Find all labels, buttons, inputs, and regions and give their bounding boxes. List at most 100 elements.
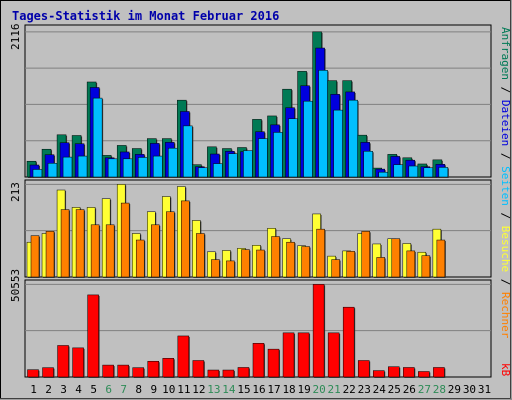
bar-seiten-day-5 xyxy=(92,97,103,178)
bar-rechner-day-18 xyxy=(286,241,295,278)
chart-panels: 2116 213 50553 xyxy=(9,24,492,378)
bar-rechner-day-10 xyxy=(166,211,175,278)
bar-rechner-day-13 xyxy=(211,259,220,278)
bar-rechner-day-14 xyxy=(226,260,235,278)
svg-text:Anfragen / Dateien / Seiten /: Anfragen / Dateien / Seiten / Besuche / … xyxy=(499,27,512,339)
legend-besuche: Besuche xyxy=(499,226,512,272)
x-tick-label: 17 xyxy=(267,383,280,396)
bar-kb-day-12 xyxy=(192,360,205,378)
panel-bottom-ymax-label: 50553 xyxy=(9,269,22,302)
bar-seiten-day-18 xyxy=(288,118,298,178)
bar-seiten-day-3 xyxy=(62,156,73,178)
x-tick-label: 8 xyxy=(135,383,142,396)
legend-kb: kB xyxy=(499,363,512,377)
x-tick-label: 16 xyxy=(252,383,265,396)
legend-separator: / xyxy=(499,146,512,166)
bar-seiten-day-23 xyxy=(363,151,373,178)
bar-seiten-day-25 xyxy=(393,164,404,178)
x-tick-label: 18 xyxy=(282,383,295,396)
x-tick-label: 22 xyxy=(343,383,356,396)
x-tick-label: 30 xyxy=(463,383,476,396)
x-tick-label: 25 xyxy=(388,383,401,396)
legend-bottom: kB xyxy=(499,363,512,377)
legend-rechner: Rechner xyxy=(499,292,512,339)
bar-rechner-day-25 xyxy=(391,238,401,278)
bar-rechner-day-16 xyxy=(256,249,265,278)
x-tick-label: 28 xyxy=(433,383,446,396)
bar-seiten-day-2 xyxy=(47,163,58,178)
bar-seiten-day-4 xyxy=(77,155,88,178)
panel-bottom-background xyxy=(24,279,492,378)
bar-rechner-day-28 xyxy=(436,239,446,278)
bar-rechner-day-11 xyxy=(181,200,190,278)
x-tick-label: 27 xyxy=(418,383,431,396)
x-tick-label: 20 xyxy=(313,383,326,396)
bar-kb-day-9 xyxy=(147,360,160,378)
bar-kb-day-22 xyxy=(342,306,355,378)
bar-kb-day-10 xyxy=(162,358,175,378)
panel-middle-bars xyxy=(26,184,446,278)
bar-rechner-day-6 xyxy=(105,224,115,278)
bar-kb-day-25 xyxy=(388,366,400,378)
bar-kb-day-6 xyxy=(102,364,114,378)
bar-rechner-day-17 xyxy=(271,236,280,278)
bar-seiten-day-24 xyxy=(378,171,388,178)
legend-anfragen: Anfragen xyxy=(499,27,512,80)
x-tick-label: 23 xyxy=(358,383,371,396)
bar-rechner-day-26 xyxy=(406,250,416,278)
bar-rechner-day-5 xyxy=(90,224,100,278)
bar-seiten-day-21 xyxy=(333,109,343,178)
bar-kb-day-7 xyxy=(117,364,129,378)
x-tick-label: 10 xyxy=(162,383,175,396)
x-tick-label: 29 xyxy=(448,383,461,396)
panel-top: 2116 xyxy=(9,24,492,179)
x-tick-label: 5 xyxy=(90,383,97,396)
legend-separator: / xyxy=(499,206,512,226)
bar-kb-day-15 xyxy=(237,367,250,378)
x-tick-label: 3 xyxy=(60,383,67,396)
x-tick-label: 14 xyxy=(222,383,236,396)
panel-top-ymax-label: 2116 xyxy=(9,24,22,51)
chart-title: Tages-Statistik im Monat Februar 2016 xyxy=(12,9,279,23)
x-axis-labels: 1 2 3 4 5 6 7 8 9 10 11 12 13 14 15 16 17 18 19 20 21 22 23 24 2… xyxy=(30,383,491,396)
x-tick-label: 4 xyxy=(75,383,82,396)
x-tick-label: 7 xyxy=(120,383,127,396)
x-tick-label: 11 xyxy=(177,383,190,396)
panel-top-bars xyxy=(26,31,449,179)
bar-kb-day-28 xyxy=(433,367,445,378)
bar-rechner-day-4 xyxy=(75,209,85,278)
bar-rechner-day-3 xyxy=(60,209,70,278)
bar-rechner-day-19 xyxy=(301,246,310,278)
x-tick-label: 2 xyxy=(45,383,52,396)
bar-seiten-day-15 xyxy=(243,150,253,178)
x-tick-label: 31 xyxy=(478,383,491,396)
panel-middle: 213 xyxy=(9,179,492,278)
bar-kb-day-20 xyxy=(312,284,325,378)
bar-kb-day-4 xyxy=(72,347,84,378)
bar-rechner-day-7 xyxy=(120,202,130,278)
legend-top: Anfragen / Dateien / Seiten / Besuche / … xyxy=(499,27,512,339)
bar-rechner-day-27 xyxy=(421,255,431,278)
x-tick-label: 12 xyxy=(192,383,205,396)
legend-seiten: Seiten xyxy=(499,166,512,206)
legend-dateien: Dateien xyxy=(499,100,512,146)
bar-rechner-day-22 xyxy=(346,251,355,278)
bar-kb-day-11 xyxy=(177,335,190,378)
bar-seiten-day-17 xyxy=(273,132,283,178)
bar-seiten-day-22 xyxy=(348,99,358,178)
bar-kb-day-3 xyxy=(57,345,69,378)
panel-bottom-bars xyxy=(27,284,446,378)
bar-kb-day-8 xyxy=(132,367,144,378)
bar-rechner-day-8 xyxy=(135,239,145,278)
bar-rechner-day-23 xyxy=(361,231,370,278)
bar-kb-day-23 xyxy=(357,360,370,378)
bar-seiten-day-19 xyxy=(303,100,313,178)
bar-seiten-day-28 xyxy=(438,167,449,178)
bar-rechner-day-21 xyxy=(331,259,340,278)
bar-kb-day-2 xyxy=(42,367,54,378)
bar-seiten-day-13 xyxy=(213,163,223,178)
bar-kb-day-27 xyxy=(418,371,430,378)
bar-rechner-day-24 xyxy=(376,257,385,278)
legend-separator: / xyxy=(499,80,512,100)
